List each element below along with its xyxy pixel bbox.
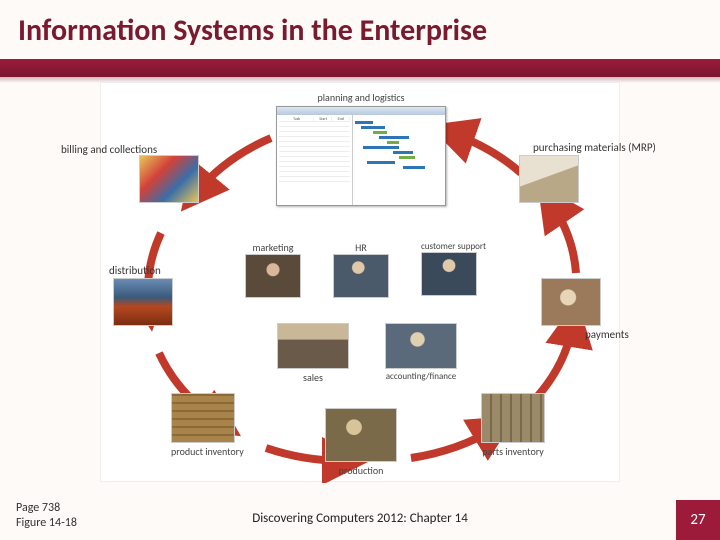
gantt-chart-area — [353, 115, 445, 205]
gantt-titlebar — [277, 107, 445, 115]
label-purchasing: purchasing materials (MRP) — [533, 141, 656, 154]
gantt-body: TaskStartEnd — [277, 115, 445, 205]
img-parts-inventory — [481, 393, 545, 443]
label-customer-support: customer support — [421, 241, 477, 252]
label-marketing: marketing — [245, 241, 301, 254]
node-parts-inventory: parts inventory — [481, 393, 545, 458]
node-planning: planning and logistics TaskStartEnd — [276, 89, 446, 206]
label-parts-inventory: parts inventory — [481, 445, 545, 458]
label-product-inventory: product inventory — [171, 445, 235, 458]
gantt-task-list: TaskStartEnd — [277, 115, 353, 205]
cycle-figure: planning and logistics TaskStartEnd bill… — [100, 82, 620, 482]
node-purchasing: purchasing materials (MRP) — [519, 155, 579, 203]
img-accounting — [385, 323, 457, 369]
accent-band — [0, 59, 720, 77]
img-sales — [277, 323, 349, 369]
node-distribution: distribution — [113, 278, 173, 326]
title-area: Information Systems in the Enterprise — [0, 0, 720, 55]
footer-center-text: Discovering Computers 2012: Chapter 14 — [0, 511, 720, 526]
img-distribution — [113, 278, 173, 326]
img-billing — [139, 155, 199, 203]
label-production: production — [325, 464, 397, 477]
node-customer-support: customer support — [421, 239, 477, 296]
node-marketing: marketing — [245, 239, 301, 298]
footer: Page 738 Figure 14-18 Discovering Comput… — [0, 494, 720, 540]
img-customer-support — [421, 252, 477, 296]
img-product-inventory — [171, 393, 235, 443]
label-payments: payments — [585, 328, 629, 341]
node-payments: payments — [541, 278, 601, 326]
node-label-planning: planning and logistics — [276, 91, 446, 104]
label-accounting: accounting/finance — [385, 371, 457, 382]
node-product-inventory: product inventory — [171, 393, 235, 458]
img-purchasing — [519, 155, 579, 203]
img-marketing — [245, 254, 301, 298]
node-production: production — [325, 408, 397, 477]
slide-title: Information Systems in the Enterprise — [18, 12, 702, 49]
img-production — [325, 408, 397, 462]
node-sales: sales — [277, 323, 349, 384]
node-hr: HR — [333, 239, 389, 298]
img-payments — [541, 278, 601, 326]
label-sales: sales — [277, 371, 349, 384]
label-hr: HR — [333, 241, 389, 254]
slide: Information Systems in the Enterprise — [0, 0, 720, 540]
label-billing: billing and collections — [61, 143, 157, 156]
img-hr — [333, 254, 389, 298]
label-distribution: distribution — [109, 264, 161, 277]
slide-number-badge: 27 — [676, 500, 720, 540]
gantt-screenshot: TaskStartEnd — [276, 106, 446, 206]
node-billing: billing and collections — [139, 155, 199, 203]
node-accounting: accounting/finance — [385, 323, 457, 382]
